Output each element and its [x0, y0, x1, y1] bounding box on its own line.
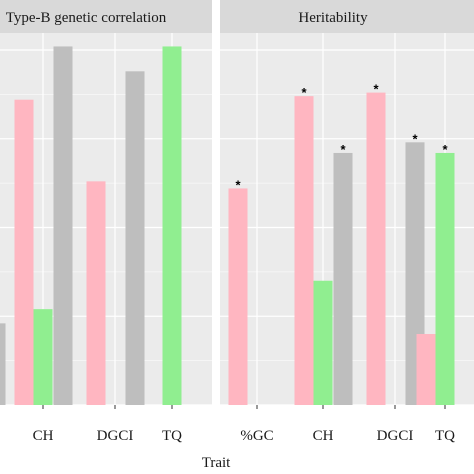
x-tick-label: DGCI [377, 428, 414, 444]
bar-dgci-gray [125, 71, 145, 406]
significance-marker: * [235, 177, 241, 192]
bar-tq-green [162, 46, 182, 405]
panel-right-bars: * * * * * * [228, 82, 455, 406]
panel-left-bars [0, 46, 182, 406]
panel-right-title: Heritability [298, 10, 368, 26]
x-tick-label: TQ [435, 428, 455, 444]
significance-marker: * [340, 142, 346, 157]
x-tick-label: DGCI [97, 428, 134, 444]
bar-ch-gray [53, 46, 73, 405]
x-tick-label: %GC [240, 428, 273, 444]
panel-left-title: Type-B genetic correlation [6, 10, 167, 26]
panel-left-strip [0, 0, 212, 33]
bar-ch-green [313, 280, 333, 405]
panel-right-x-ticks: %GC CH DGCI TQ [240, 405, 455, 444]
bar-dgci-pink [86, 181, 106, 405]
x-tick-label: CH [313, 428, 334, 444]
bar-dgci-pink [366, 92, 386, 405]
significance-marker: * [412, 131, 418, 146]
bar-tq-pink [416, 334, 436, 405]
x-tick-label: CH [33, 428, 54, 444]
x-axis-title: Trait [202, 455, 231, 471]
x-tick-label: TQ [162, 428, 182, 444]
panel-right-strip [220, 0, 474, 33]
bar-ch-pink [14, 99, 34, 405]
bar-ch-gray [333, 152, 353, 405]
significance-marker: * [373, 82, 379, 97]
significance-marker: * [442, 142, 448, 157]
significance-marker: * [301, 85, 307, 100]
bar-ch-pink [294, 96, 314, 406]
bar-pct-gc-gray [0, 323, 6, 405]
bar-ch-green [33, 309, 53, 405]
bar-tq-green [435, 152, 455, 405]
panel-right: Heritability * * * * * * %GC CH DGCI TQ [220, 0, 474, 444]
bar-pct-gc-pink [228, 188, 248, 405]
